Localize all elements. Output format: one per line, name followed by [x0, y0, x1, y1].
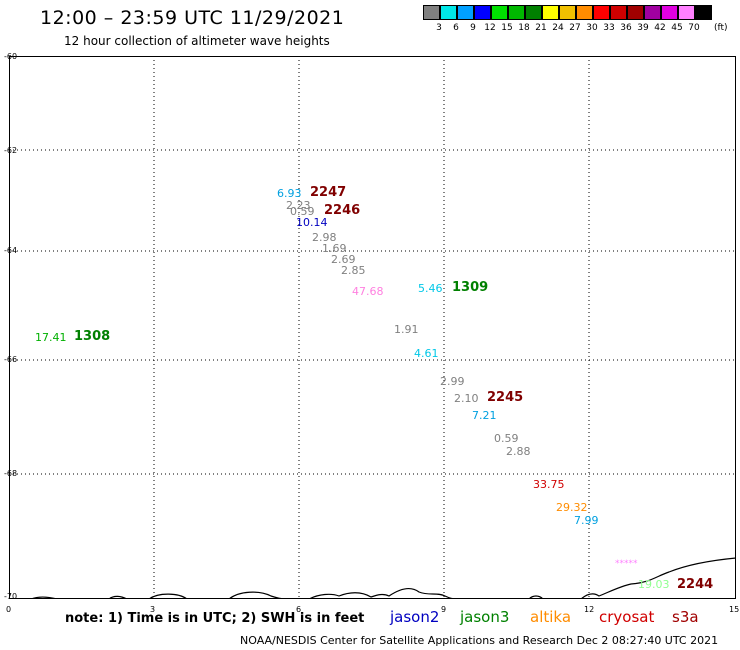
legend-label: 33 — [603, 23, 615, 33]
legend-label: 42 — [654, 23, 666, 33]
map-frame — [9, 56, 736, 599]
legend-unit: (ft) — [714, 23, 728, 33]
legend-swatch — [593, 5, 610, 20]
wave-height-label: 17.41 — [35, 331, 67, 344]
wave-height-label: 2.69 — [331, 253, 356, 266]
legend-swatch — [610, 5, 627, 20]
pass-time-label: 2246 — [324, 203, 361, 218]
wave-height-label: 6.93 — [277, 187, 302, 200]
x-tick-label: 6 — [296, 605, 302, 614]
wave-height-label: 2.10 — [454, 392, 479, 405]
legend-label: 6 — [453, 23, 459, 33]
x-tick-label: 0 — [6, 605, 12, 614]
y-tick-label: -60 — [4, 52, 18, 61]
legend-swatch — [542, 5, 559, 20]
credit-line: NOAA/NESDIS Center for Satellite Applica… — [240, 634, 719, 647]
y-tick-label: -68 — [4, 469, 18, 478]
legend-swatch — [525, 5, 542, 20]
map-title: 12:00 – 23:59 UTC 11/29/2021 — [40, 7, 345, 29]
legend-swatch — [661, 5, 678, 20]
legend-label: 9 — [470, 23, 476, 33]
wave-height-label: 10.14 — [296, 216, 328, 229]
wave-height-label: 2.99 — [440, 375, 465, 388]
wave-height-label: 2.88 — [506, 445, 531, 458]
legend-swatch — [474, 5, 491, 20]
map-canvas — [9, 56, 736, 599]
wave-height-label: 1.91 — [394, 323, 419, 336]
legend-swatch — [644, 5, 661, 20]
satellite-altika: altika — [530, 608, 572, 626]
legend-label: 21 — [535, 23, 547, 33]
legend-swatch — [627, 5, 644, 20]
legend-swatch — [678, 5, 695, 20]
legend-label: 24 — [552, 23, 564, 33]
legend-swatch — [423, 5, 440, 20]
legend-label: 39 — [637, 23, 649, 33]
legend-swatch — [559, 5, 576, 20]
wave-height-label: 1.69 — [322, 242, 347, 255]
x-tick-label: 15 — [729, 605, 740, 614]
wave-height-label: 2.23 — [286, 199, 311, 212]
satellite-cryosat: cryosat — [599, 608, 655, 626]
legend-swatch — [440, 5, 457, 20]
wave-height-label: 33.75 — [533, 478, 565, 491]
legend-label: 15 — [501, 23, 513, 33]
legend-swatch — [508, 5, 525, 20]
legend-label: 18 — [518, 23, 530, 33]
y-tick-label: -64 — [4, 246, 18, 255]
legend-swatch — [695, 5, 712, 20]
legend-label: 36 — [620, 23, 632, 33]
wave-height-label: 2.98 — [312, 231, 337, 244]
legend-swatch — [576, 5, 593, 20]
y-tick-label: -70 — [4, 592, 18, 601]
satellite-jason2: jason2 — [390, 608, 440, 626]
satellite-jason3: jason3 — [460, 608, 510, 626]
wave-height-label: 2.85 — [341, 264, 366, 277]
pass-time-label: 2247 — [310, 185, 347, 200]
wave-height-label: 29.32 — [556, 501, 588, 514]
legend-label: 30 — [586, 23, 598, 33]
wave-height-label: 0.59 — [290, 205, 315, 218]
legend-swatch — [457, 5, 474, 20]
y-tick-label: -66 — [4, 355, 18, 364]
legend-label: 70 — [688, 23, 700, 33]
wave-height-label: 7.99 — [574, 514, 599, 527]
legend-label: 45 — [671, 23, 683, 33]
wave-height-label: 0.59 — [494, 432, 519, 445]
x-tick-label: 9 — [441, 605, 447, 614]
satellite-s3a: s3a — [672, 608, 699, 626]
wave-height-label: 19.03 — [638, 578, 670, 591]
pass-time-label: 2244 — [677, 577, 714, 592]
legend-swatch — [491, 5, 508, 20]
pass-time-label: 2245 — [487, 390, 524, 405]
legend-label: 27 — [569, 23, 581, 33]
note-text: note: 1) Time is in UTC; 2) SWH is in fe… — [65, 611, 365, 626]
wave-height-label: 5.46 — [418, 282, 443, 295]
coastline — [30, 557, 736, 599]
x-tick-label: 12 — [584, 605, 595, 614]
wave-height-label: ***** — [615, 559, 638, 569]
wave-height-label: 47.68 — [352, 285, 384, 298]
pass-time-label: 1309 — [452, 280, 489, 295]
map-subtitle: 12 hour collection of altimeter wave hei… — [64, 34, 330, 48]
wave-height-label: 4.61 — [414, 347, 439, 360]
legend-label: 3 — [436, 23, 442, 33]
x-tick-label: 3 — [150, 605, 156, 614]
y-tick-label: -62 — [4, 146, 18, 155]
wave-height-label: 7.21 — [472, 409, 497, 422]
legend-label: 12 — [484, 23, 496, 33]
pass-time-label: 1308 — [74, 329, 111, 344]
